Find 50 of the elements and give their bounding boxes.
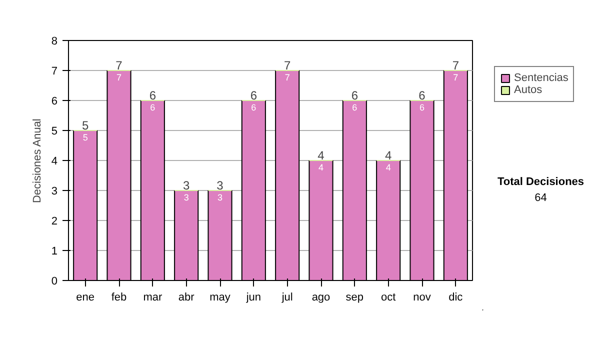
y-tick-label: 6 (51, 96, 58, 108)
x-tick-label: ene (76, 292, 95, 304)
x-tick-label: ago (312, 292, 330, 304)
y-tick-label: 7 (51, 66, 58, 78)
data-label: 4 (318, 162, 324, 172)
total-label: 6 (418, 88, 426, 102)
data-label: 4 (386, 162, 391, 172)
x-tick-label: feb (111, 292, 127, 304)
total-label: 6 (351, 88, 358, 102)
text: Total Decisiones (497, 176, 584, 188)
total-label: 4 (318, 148, 325, 162)
legend-label: Sentencias (514, 72, 568, 84)
y-tick-label: 8 (51, 36, 58, 48)
total-label: 5 (82, 118, 89, 132)
y-tick-label: 3 (51, 186, 58, 198)
x-tick-label: dic (448, 292, 464, 304)
y-tick-label: 0 (51, 276, 58, 288)
total-label: 6 (250, 88, 258, 102)
x-tick-label: jul (280, 292, 293, 304)
total-label: 7 (452, 58, 460, 72)
total-label: 6 (149, 88, 156, 102)
data-label: 7 (116, 72, 122, 82)
y-axis-title: Decisiones Anual (31, 118, 44, 203)
y-tick-label: 2 (51, 216, 58, 228)
total-label: 7 (284, 58, 291, 72)
x-tick-label: may (210, 292, 231, 304)
x-tick-label: nov (413, 292, 432, 304)
data-label: 6 (419, 102, 425, 112)
data-label: 3 (217, 192, 223, 202)
x-tick-label: mar (143, 292, 162, 304)
x-tick-label: abr (178, 292, 195, 304)
x-tick-label: oct (380, 292, 396, 304)
legend-label: Autos (514, 84, 542, 96)
total-label: 3 (182, 178, 190, 192)
data-label: 3 (184, 192, 189, 202)
y-tick-label: 1 (51, 246, 58, 258)
data-label: 6 (150, 102, 156, 112)
total-label: 4 (384, 148, 392, 162)
text: 64 (534, 192, 547, 204)
total-label: 7 (116, 58, 123, 72)
x-tick-label: sep (346, 292, 364, 304)
x-tick-label: jun (245, 292, 262, 304)
total-label: 3 (216, 178, 224, 192)
y-tick-label: 5 (51, 126, 58, 138)
data-label: 5 (82, 132, 88, 142)
data-label: 6 (251, 102, 256, 112)
data-label: 7 (284, 72, 290, 82)
y-tick-label: 4 (51, 156, 58, 168)
data-label: 7 (453, 72, 458, 82)
data-label: 6 (352, 102, 358, 112)
